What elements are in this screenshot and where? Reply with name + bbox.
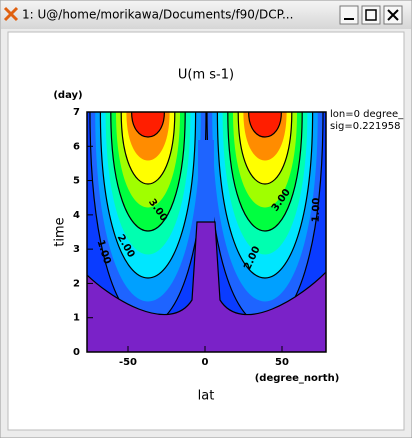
y-tick-label: 2 [73, 278, 80, 289]
minimize-button[interactable] [339, 5, 359, 25]
x-label: lat [198, 389, 215, 404]
contour-band [198, 140, 214, 230]
x-tick-label: 0 [202, 357, 209, 368]
x-tick-label: -50 [119, 357, 137, 368]
annotation: sig=0.221958 [330, 121, 400, 132]
close-button[interactable] [383, 5, 403, 25]
y-tick-label: 6 [73, 141, 80, 152]
annotation: lon=0 degree_ [330, 109, 404, 120]
x-unit: (degree_north) [255, 373, 340, 384]
contour-label: 1.00 [311, 197, 323, 222]
contour-plot [87, 112, 326, 352]
y-tick-label: 7 [73, 107, 80, 118]
y-tick-label: 1 [73, 313, 80, 324]
maximize-button[interactable] [361, 5, 381, 25]
x-tick-label: 50 [275, 357, 289, 368]
y-tick-label: 5 [73, 176, 80, 187]
y-unit: (day) [53, 90, 82, 101]
plot-frame [86, 111, 327, 353]
y-tick-label: 4 [73, 210, 80, 221]
y-label: time [53, 217, 68, 246]
app-icon [3, 6, 19, 22]
plot-title: U(m s-1) [178, 68, 234, 83]
y-tick-label: 3 [73, 244, 80, 255]
y-tick-label: 0 [73, 347, 80, 358]
contour-band [87, 221, 326, 352]
window-title: 1: U@/home/morikawa/Documents/f90/DCP... [22, 8, 293, 22]
